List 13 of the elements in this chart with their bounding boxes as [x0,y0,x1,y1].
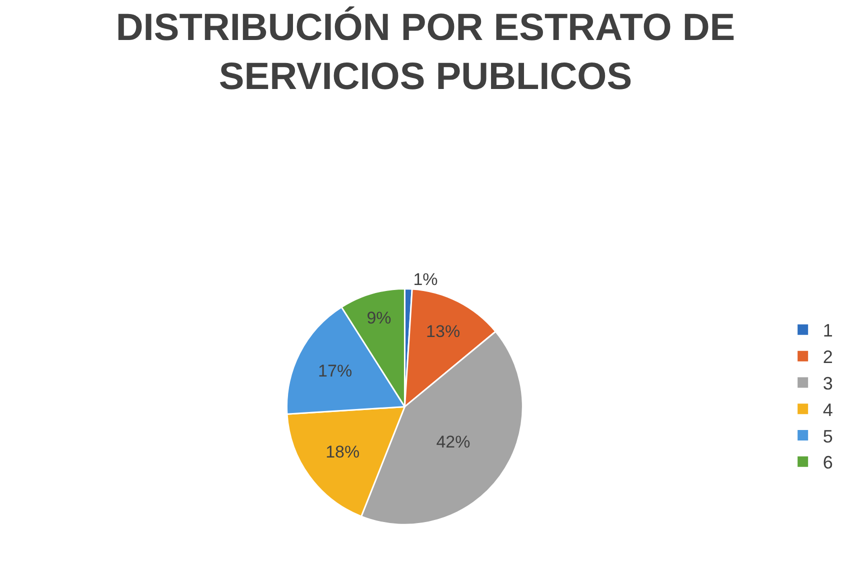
data-label: 13% [426,322,460,341]
legend-label: 1 [822,320,833,341]
data-label: 42% [436,432,470,452]
data-label: 9% [366,308,392,328]
data-label: 1% [413,270,438,289]
data-label: 18% [326,442,360,462]
legend-label: 3 [822,374,833,394]
data-label: 17% [318,362,352,381]
legend-label: 5 [822,426,833,446]
legend-label: 4 [822,400,833,420]
legend-label: 2 [822,347,833,368]
legend-label: 6 [822,452,833,473]
chart-title: DISTRIBUCIÓN POR ESTRATO DE SERVICIOS PUBLICOS [116,6,736,98]
